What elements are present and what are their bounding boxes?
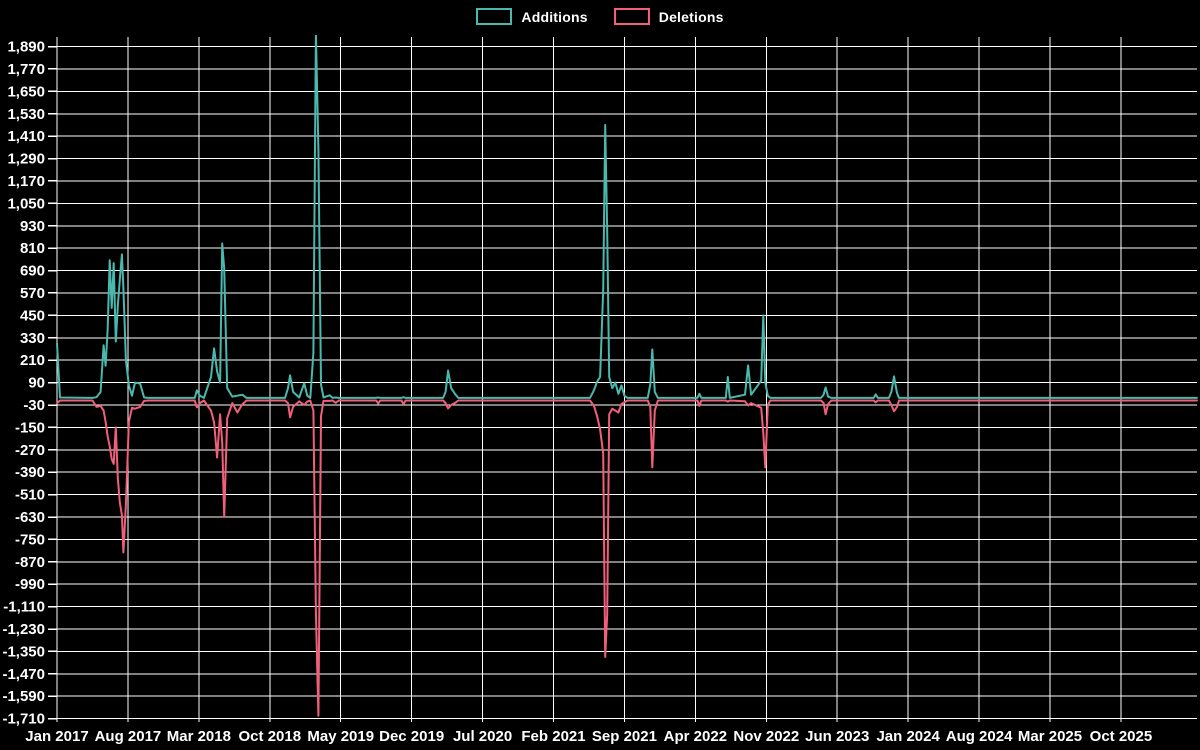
legend-label-additions: Additions (521, 8, 588, 25)
deletions-line (56, 399, 1198, 717)
y-axis-tick-label: 1,650 (7, 83, 45, 100)
y-axis-tick-label: -270 (15, 442, 45, 459)
y-axis-tick-label: -1,470 (2, 666, 45, 683)
y-axis-tick-label: -1,710 (2, 711, 45, 728)
y-axis-tick-label: 930 (20, 218, 45, 235)
x-axis-tick-label: Aug 2017 (95, 728, 162, 745)
deletions-swatch-icon (613, 8, 650, 25)
x-axis-tick-label: Nov 2022 (733, 728, 799, 745)
y-axis-tick-label: 210 (20, 352, 45, 369)
y-axis-tick-label: 1,890 (7, 39, 45, 56)
x-axis-tick-label: Jun 2023 (805, 728, 869, 745)
additions-line (56, 35, 1198, 399)
y-axis-tick-label: -1,350 (2, 643, 45, 660)
y-axis-tick-label: -1,230 (2, 621, 45, 638)
y-axis-tick-label: 1,290 (7, 151, 45, 168)
x-axis-tick-label: Sep 2021 (592, 728, 657, 745)
x-axis-tick-label: Jul 2020 (453, 728, 512, 745)
y-axis-tick-label: 570 (20, 285, 45, 302)
y-axis-tick-label: 1,770 (7, 61, 45, 78)
y-axis-tick-label: -1,110 (3, 599, 45, 616)
y-axis-tick-label: 810 (20, 240, 45, 257)
y-axis-tick-label: -150 (15, 419, 45, 436)
x-axis-tick-label: Feb 2021 (521, 728, 585, 745)
x-axis-tick-label: Oct 2018 (239, 728, 302, 745)
x-axis-tick-label: Dec 2019 (379, 728, 444, 745)
x-axis-tick-label: Apr 2022 (664, 728, 727, 745)
legend-item-additions[interactable]: Additions (476, 8, 588, 25)
additions-swatch-icon (476, 8, 513, 25)
x-axis-tick-label: Mar 2025 (1018, 728, 1082, 745)
y-axis-tick-label: 1,050 (7, 195, 45, 212)
y-axis-tick-label: 1,410 (7, 128, 45, 145)
y-axis-tick-label: 450 (20, 307, 45, 324)
x-axis-tick-label: Mar 2018 (167, 728, 231, 745)
y-axis-tick-label: 90 (28, 375, 45, 392)
y-axis-tick-label: 330 (20, 330, 45, 347)
y-axis-tick-label: -1,590 (2, 688, 45, 705)
legend-item-deletions[interactable]: Deletions (613, 8, 724, 25)
x-axis-tick-label: Jan 2024 (876, 728, 940, 745)
y-axis-tick-label: -30 (23, 397, 45, 414)
y-axis-tick-label: 1,530 (7, 106, 45, 123)
y-axis-tick-label: 1,170 (7, 173, 45, 190)
y-axis-tick-label: -990 (15, 576, 45, 593)
y-axis-tick-label: -750 (15, 531, 45, 548)
legend-label-deletions: Deletions (658, 8, 724, 25)
x-axis-tick-label: May 2019 (307, 728, 374, 745)
x-axis-tick-label: Oct 2025 (1090, 728, 1153, 745)
y-axis-tick-label: -390 (15, 464, 45, 481)
y-axis-tick-label: -870 (15, 554, 45, 571)
y-axis-tick-label: -630 (15, 509, 45, 526)
y-axis-tick-label: 690 (20, 263, 45, 280)
chart-legend: Additions Deletions (0, 8, 1200, 25)
x-axis-tick-label: Jan 2017 (25, 728, 88, 745)
x-axis-tick-label: Aug 2024 (946, 728, 1013, 745)
y-axis-tick-label: -510 (15, 487, 45, 504)
